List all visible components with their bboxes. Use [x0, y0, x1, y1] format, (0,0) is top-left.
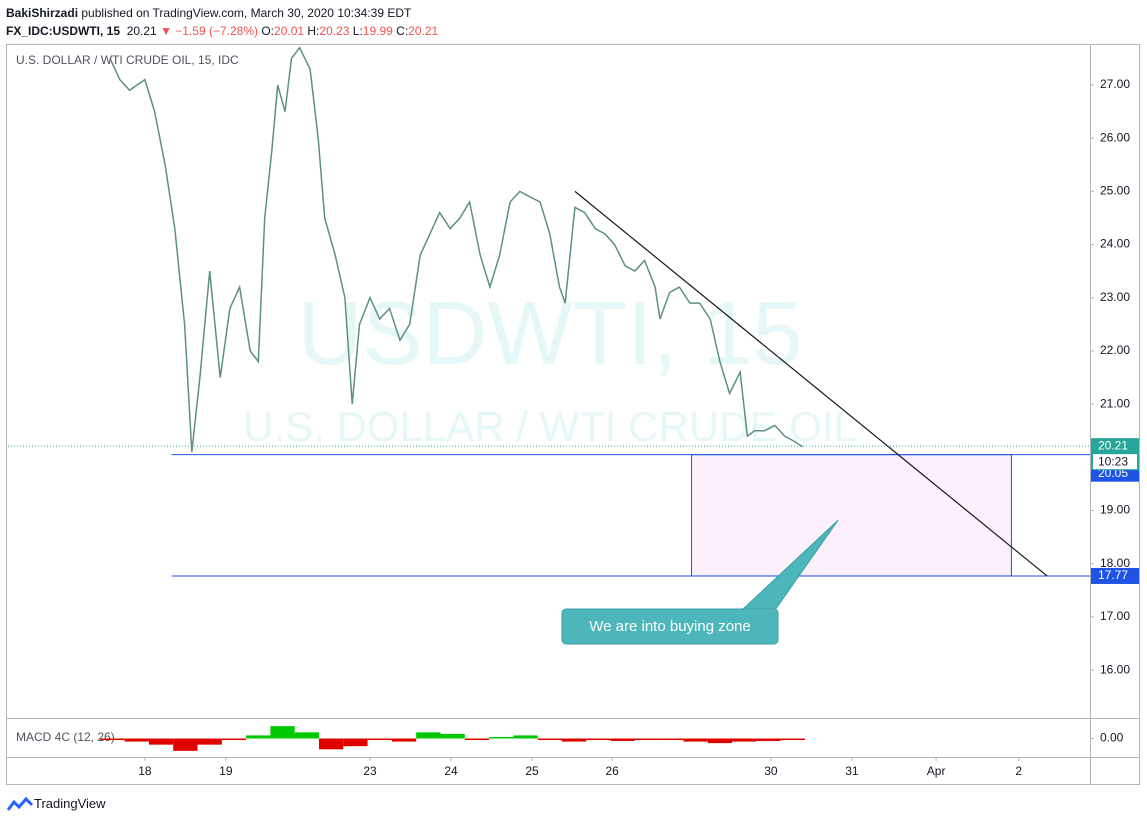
c-label: C: — [396, 24, 409, 38]
macd-bar — [707, 738, 733, 744]
macd-bar — [683, 738, 708, 742]
y-tick-label: 25.00 — [1100, 184, 1130, 198]
macd-bar — [246, 735, 271, 739]
x-tick-label: 18 — [138, 764, 152, 778]
x-tick-label: 26 — [605, 764, 619, 778]
x-tick-label: 23 — [363, 764, 377, 778]
logo-icon — [6, 796, 34, 811]
macd-bar — [659, 738, 684, 741]
macd-bar — [780, 738, 805, 741]
macd-bar — [391, 738, 417, 742]
l: 19.99 — [362, 24, 393, 38]
countdown: 10:23 — [1098, 454, 1128, 468]
macd-bar — [148, 738, 174, 745]
h: 20.23 — [319, 24, 350, 38]
change: ▼ −1.59 (−7.28%) — [160, 24, 258, 38]
o: 20.01 — [274, 24, 305, 38]
x-tick-label: 30 — [764, 764, 778, 778]
macd-bar — [197, 738, 222, 745]
watermark: USDWTI, 15 — [297, 284, 802, 384]
header-line-2: FX_IDC:USDWTI, 15 20.21 ▼ −1.59 (−7.28%)… — [6, 22, 438, 40]
callout-box — [561, 608, 779, 645]
macd-bar — [464, 738, 490, 741]
macd-bar — [440, 733, 465, 739]
macd-bar — [489, 736, 514, 739]
macd-title: MACD 4C (12, 26) — [16, 730, 115, 744]
macd-bar — [367, 738, 392, 741]
footer: TradingView — [34, 796, 106, 811]
y-tick-label: 21.00 — [1100, 396, 1130, 410]
x-tick-label: 31 — [845, 764, 859, 778]
macd-bar — [416, 732, 441, 739]
header-line-1: BakiShirzadi published on TradingView.co… — [6, 4, 438, 22]
frame — [6, 44, 1140, 785]
macd-bar — [318, 738, 344, 750]
macd-bar — [221, 738, 247, 741]
macd-bar — [610, 738, 635, 741]
published: published on TradingView.com, March 30, … — [81, 6, 412, 20]
macd-bar — [756, 738, 781, 741]
macd-bar — [343, 738, 368, 747]
y-tick-label: 18.00 — [1100, 556, 1130, 570]
y-tick-label: 24.00 — [1100, 237, 1130, 251]
macd-bar — [124, 738, 149, 742]
macd-bar — [294, 732, 319, 739]
y-tick-label: 16.00 — [1100, 662, 1130, 676]
y-tick-label: 19.00 — [1100, 503, 1130, 517]
h-label: H: — [307, 24, 320, 38]
price-line — [109, 46, 803, 453]
y-tick-label: 23.00 — [1100, 290, 1130, 304]
o-label: O: — [261, 24, 275, 38]
macd-bar — [537, 738, 562, 741]
x-tick-label: 19 — [219, 764, 233, 778]
y-tick-label: 26.00 — [1100, 130, 1130, 144]
y-tick-label: 27.00 — [1100, 77, 1130, 91]
author: BakiShirzadi — [6, 6, 79, 20]
macd-tick-label: 0.00 — [1100, 731, 1124, 745]
macd-bar — [270, 726, 295, 739]
last: 20.21 — [126, 24, 157, 38]
symbol: FX_IDC:USDWTI, 15 — [6, 24, 121, 38]
macd-bar — [634, 738, 660, 741]
callout-text: We are into buying zone — [589, 618, 751, 635]
chart: USDWTI, 15 U.S. DOLLAR / WTI CRUDE OIL U.… — [6, 44, 1140, 785]
x-tick-label: 2 — [1015, 764, 1022, 778]
macd-bar — [100, 738, 125, 741]
current-price-label: 20.21 — [1098, 438, 1128, 452]
y-tick-label: 22.00 — [1100, 343, 1130, 357]
macd-bar — [173, 738, 198, 751]
macd-bar — [586, 738, 611, 741]
c: 20.21 — [408, 24, 439, 38]
y-tick-label: 17.00 — [1100, 609, 1130, 623]
buying-zone — [691, 454, 1012, 577]
level-label: 17.77 — [1098, 568, 1128, 582]
trendline — [574, 190, 1048, 577]
header: BakiShirzadi published on TradingView.co… — [6, 4, 438, 40]
l-label: L: — [352, 24, 363, 38]
logo — [6, 796, 34, 811]
watermark: U.S. DOLLAR / WTI CRUDE OIL — [243, 403, 857, 450]
level-label-bg — [1091, 567, 1139, 584]
macd-bar — [561, 738, 587, 742]
x-tick-label: 25 — [525, 764, 539, 778]
x-tick-label: 24 — [444, 764, 458, 778]
chart-title: U.S. DOLLAR / WTI CRUDE OIL, 15, IDC — [16, 53, 239, 67]
countdown-bg — [1093, 454, 1137, 470]
x-tick-label: Apr — [927, 764, 946, 778]
macd-bar — [732, 738, 757, 742]
macd-bar — [513, 735, 538, 739]
plot: USDWTI, 15 U.S. DOLLAR / WTI CRUDE OIL — [8, 46, 1090, 577]
